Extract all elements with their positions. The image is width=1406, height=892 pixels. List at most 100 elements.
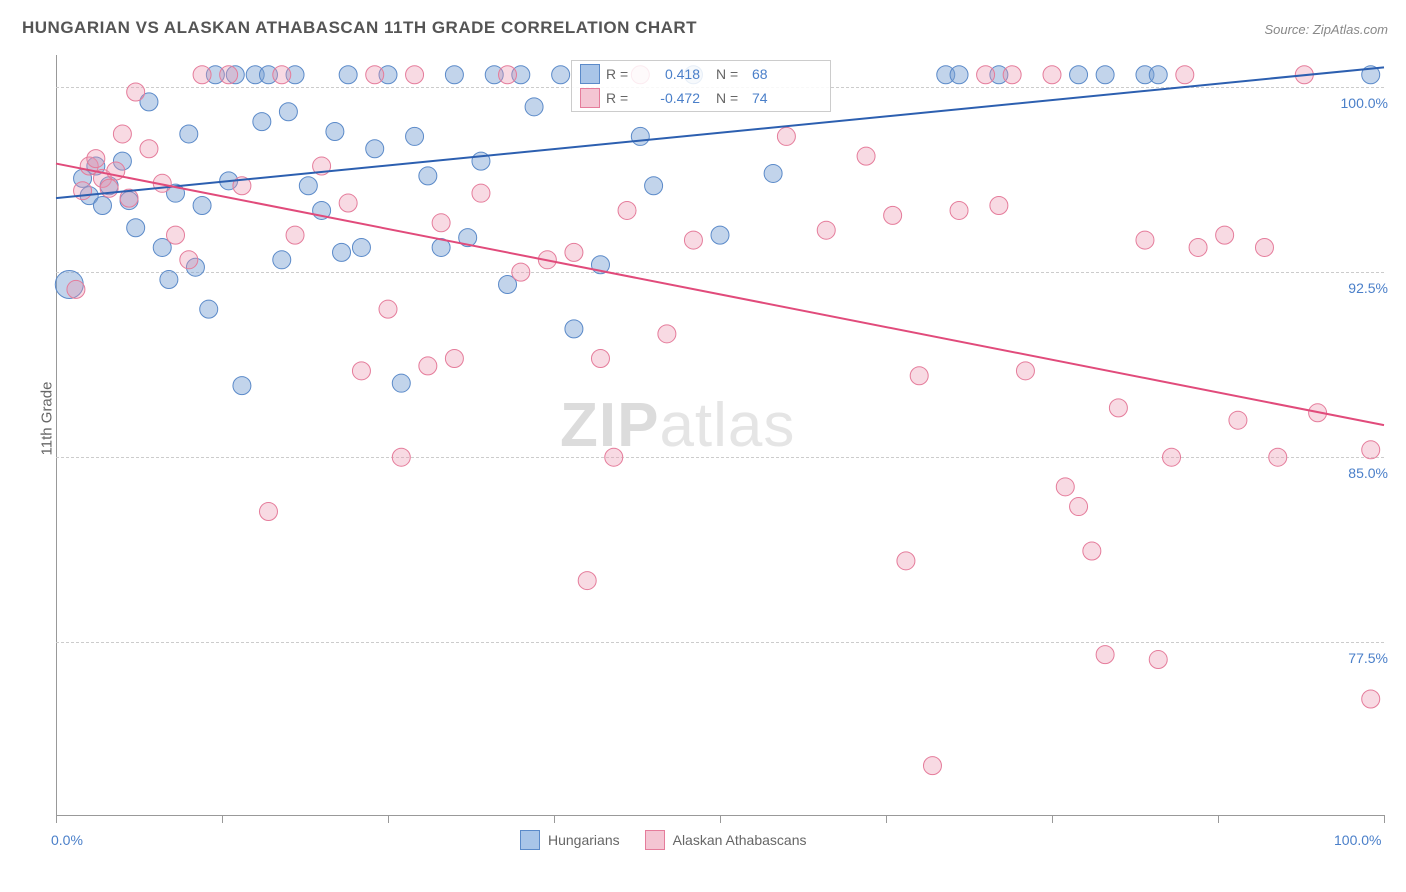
data-point [1136, 231, 1154, 249]
data-point [259, 502, 277, 520]
data-point [140, 140, 158, 158]
data-point [352, 238, 370, 256]
data-point [817, 221, 835, 239]
data-point [1016, 362, 1034, 380]
data-point [273, 251, 291, 269]
data-point [711, 226, 729, 244]
tick-x [720, 815, 721, 823]
data-point [1255, 238, 1273, 256]
scatter-plot [56, 55, 1384, 815]
bottom-legend-hungarians: Hungarians [520, 830, 620, 850]
data-point [977, 66, 995, 84]
data-point [950, 66, 968, 84]
tick-x [222, 815, 223, 823]
data-point [645, 177, 663, 195]
data-point [93, 197, 111, 215]
trend-line [56, 164, 1384, 426]
legend-swatch-pink [645, 830, 665, 850]
data-point [193, 66, 211, 84]
data-point [392, 448, 410, 466]
data-point [100, 179, 118, 197]
data-point [565, 320, 583, 338]
correlation-legend: R = 0.418 N = 68 R = -0.472 N = 74 [571, 60, 831, 112]
data-point [366, 66, 384, 84]
data-point [127, 83, 145, 101]
data-point [160, 271, 178, 289]
data-point [333, 243, 351, 261]
data-point [618, 201, 636, 219]
data-point [286, 226, 304, 244]
data-point [658, 325, 676, 343]
data-point [884, 206, 902, 224]
data-point [113, 125, 131, 143]
data-point [1056, 478, 1074, 496]
data-point [180, 251, 198, 269]
data-point [591, 350, 609, 368]
bottom-legend-athabascans: Alaskan Athabascans [645, 830, 807, 850]
x-tick-label: 100.0% [1334, 832, 1381, 848]
data-point [193, 197, 211, 215]
data-point [392, 374, 410, 392]
bottom-legend: Hungarians Alaskan Athabascans [520, 830, 806, 850]
data-point [605, 448, 623, 466]
data-point [406, 127, 424, 145]
tick-x [388, 815, 389, 823]
legend-n-value-0: 68 [752, 66, 782, 82]
tick-x [56, 815, 57, 823]
data-point [432, 214, 450, 232]
data-point [419, 167, 437, 185]
legend-swatch-blue [520, 830, 540, 850]
data-point [1362, 441, 1380, 459]
data-point [1176, 66, 1194, 84]
data-point [1096, 646, 1114, 664]
data-point [180, 125, 198, 143]
data-point [897, 552, 915, 570]
data-point [910, 367, 928, 385]
data-point [552, 66, 570, 84]
legend-swatch-pink [580, 88, 600, 108]
data-point [857, 147, 875, 165]
legend-r-label: R = [606, 90, 634, 106]
data-point [1189, 238, 1207, 256]
data-point [565, 243, 583, 261]
data-point [200, 300, 218, 318]
data-point [167, 226, 185, 244]
data-point [339, 194, 357, 212]
data-point [220, 66, 238, 84]
data-point [512, 263, 530, 281]
data-point [499, 66, 517, 84]
data-point [67, 280, 85, 298]
data-point [406, 66, 424, 84]
data-point [326, 122, 344, 140]
legend-r-value-1: -0.472 [640, 90, 700, 106]
data-point [777, 127, 795, 145]
data-point [1070, 66, 1088, 84]
data-point [1362, 690, 1380, 708]
legend-n-label: N = [716, 90, 746, 106]
data-point [1003, 66, 1021, 84]
data-point [1070, 498, 1088, 516]
legend-r-label: R = [606, 66, 634, 82]
data-point [352, 362, 370, 380]
data-point [1269, 448, 1287, 466]
tick-x [554, 815, 555, 823]
data-point [366, 140, 384, 158]
chart-container: HUNGARIAN VS ALASKAN ATHABASCAN 11TH GRA… [0, 0, 1406, 892]
legend-r-value-0: 0.418 [640, 66, 700, 82]
legend-row-hungarians: R = 0.418 N = 68 [580, 62, 822, 86]
data-point [578, 572, 596, 590]
x-tick-label: 0.0% [51, 832, 83, 848]
data-point [299, 177, 317, 195]
data-point [253, 113, 271, 131]
data-point [923, 757, 941, 775]
legend-swatch-blue [580, 64, 600, 84]
data-point [950, 201, 968, 219]
tick-x [1384, 815, 1385, 823]
data-point [1216, 226, 1234, 244]
data-point [339, 66, 357, 84]
data-point [87, 150, 105, 168]
legend-n-value-1: 74 [752, 90, 782, 106]
data-point [990, 197, 1008, 215]
data-point [379, 300, 397, 318]
data-point [445, 66, 463, 84]
